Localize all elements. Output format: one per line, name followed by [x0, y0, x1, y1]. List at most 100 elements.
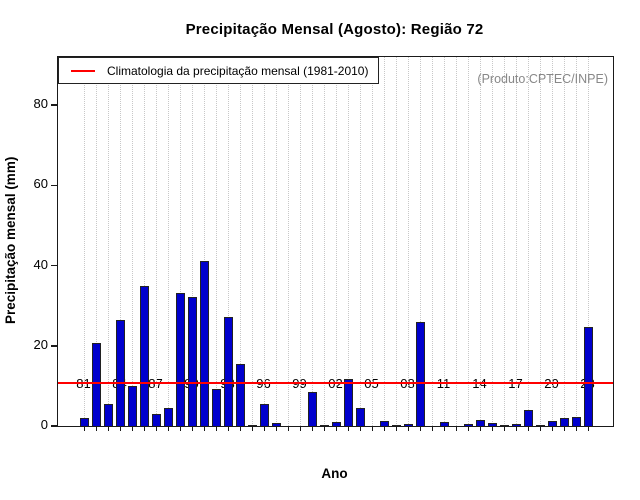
gridline-1982 — [96, 57, 97, 426]
gridline-1987 — [156, 57, 157, 426]
x-tick-1981 — [83, 426, 86, 431]
gridline-1997 — [276, 57, 277, 426]
gridline-1990 — [192, 57, 193, 426]
bar-2008 — [404, 424, 413, 426]
bar-2006 — [380, 421, 389, 426]
bar-1984 — [116, 320, 125, 426]
bar-2002 — [332, 422, 341, 426]
x-tick-1989 — [179, 426, 182, 431]
bar-2003 — [344, 379, 353, 426]
x-tick-1999 — [299, 426, 302, 431]
x-tick-2018 — [527, 426, 530, 431]
x-tick-2005 — [371, 426, 374, 431]
x-tick-2017 — [515, 426, 518, 431]
gridline-1991 — [204, 57, 205, 426]
bar-2009 — [416, 322, 425, 426]
x-tick-1985 — [131, 426, 134, 431]
chart-title: Precipitação Mensal (Agosto): Região 72 — [185, 21, 484, 38]
x-tick-1996 — [263, 426, 266, 431]
x-tick-1984 — [119, 426, 122, 431]
gridline-2017 — [516, 57, 517, 426]
gridline-1993 — [228, 57, 229, 426]
x-tick-2002 — [335, 426, 338, 431]
gridline-2012 — [456, 57, 457, 426]
gridline-2007 — [396, 57, 397, 426]
gridline-1988 — [168, 57, 169, 426]
gridline-2006 — [384, 57, 385, 426]
gridline-1999 — [300, 57, 301, 426]
bar-2000 — [308, 392, 317, 426]
bar-1983 — [104, 404, 113, 426]
bar-2020 — [548, 421, 557, 426]
x-tick-1987 — [155, 426, 158, 431]
x-tick-2013 — [467, 426, 470, 431]
x-tick-2023 — [587, 426, 590, 431]
gridline-2010 — [432, 57, 433, 426]
bar-1988 — [164, 408, 173, 426]
x-tick-2012 — [455, 426, 458, 431]
x-tick-2008 — [407, 426, 410, 431]
bar-1982 — [92, 343, 101, 426]
x-tick-2004 — [359, 426, 362, 431]
y-tick-20 — [51, 345, 58, 347]
gridline-1996 — [264, 57, 265, 426]
gridline-2003 — [348, 57, 349, 426]
legend: Climatologia da precipitação mensal (198… — [58, 57, 379, 84]
gridline-2023 — [588, 57, 589, 426]
x-tick-2010 — [431, 426, 434, 431]
y-tick-0 — [51, 425, 58, 427]
gridline-2002 — [336, 57, 337, 426]
bar-1991 — [200, 261, 209, 426]
bar-1987 — [152, 414, 161, 426]
gridline-1983 — [108, 57, 109, 426]
x-tick-2014 — [479, 426, 482, 431]
x-tick-1993 — [227, 426, 230, 431]
bar-1985 — [128, 386, 137, 426]
bar-2023 — [584, 327, 593, 426]
gridline-2022 — [576, 57, 577, 426]
x-tick-2000 — [311, 426, 314, 431]
gridline-2014 — [480, 57, 481, 426]
y-tick-60 — [51, 184, 58, 187]
bar-2013 — [464, 424, 473, 426]
bar-2007 — [392, 425, 401, 426]
x-tick-2022 — [575, 426, 578, 431]
bar-1993 — [224, 317, 233, 426]
y-axis-tick-labels: 0 20 40 60 80 — [0, 56, 48, 432]
x-tick-2021 — [563, 426, 566, 431]
bar-2017 — [512, 424, 521, 426]
x-tick-2020 — [551, 426, 554, 431]
y-tick-80 — [51, 104, 58, 106]
plot-area: Climatologia da precipitação mensal (198… — [51, 56, 614, 431]
x-tick-1992 — [215, 426, 218, 431]
gridline-2018 — [528, 57, 529, 426]
bar-1996 — [260, 404, 269, 426]
gridline-1992 — [216, 57, 217, 426]
x-tick-1995 — [251, 426, 254, 431]
x-tick-1982 — [95, 426, 98, 431]
bar-2021 — [560, 418, 569, 426]
bar-1994 — [236, 364, 245, 426]
bar-2019 — [536, 425, 545, 426]
gridline-1995 — [252, 57, 253, 426]
y-tick-label-20: 20 — [33, 336, 48, 352]
gridline-1998 — [288, 57, 289, 426]
bar-2015 — [488, 423, 497, 426]
x-tick-1988 — [167, 426, 170, 431]
legend-line-sample — [71, 69, 95, 72]
x-tick-1997 — [275, 426, 278, 431]
bar-2004 — [356, 408, 365, 426]
gridline-2020 — [552, 57, 553, 426]
bar-2016 — [500, 425, 509, 426]
gridline-2009 — [420, 57, 421, 426]
bar-2001 — [320, 425, 329, 426]
x-tick-2001 — [323, 426, 326, 431]
bar-1981 — [80, 418, 89, 426]
x-tick-2016 — [503, 426, 506, 431]
gridline-1984 — [120, 57, 121, 426]
gridline-2021 — [564, 57, 565, 426]
bar-2011 — [440, 422, 449, 426]
bar-1995 — [248, 425, 257, 426]
x-tick-1986 — [143, 426, 146, 431]
